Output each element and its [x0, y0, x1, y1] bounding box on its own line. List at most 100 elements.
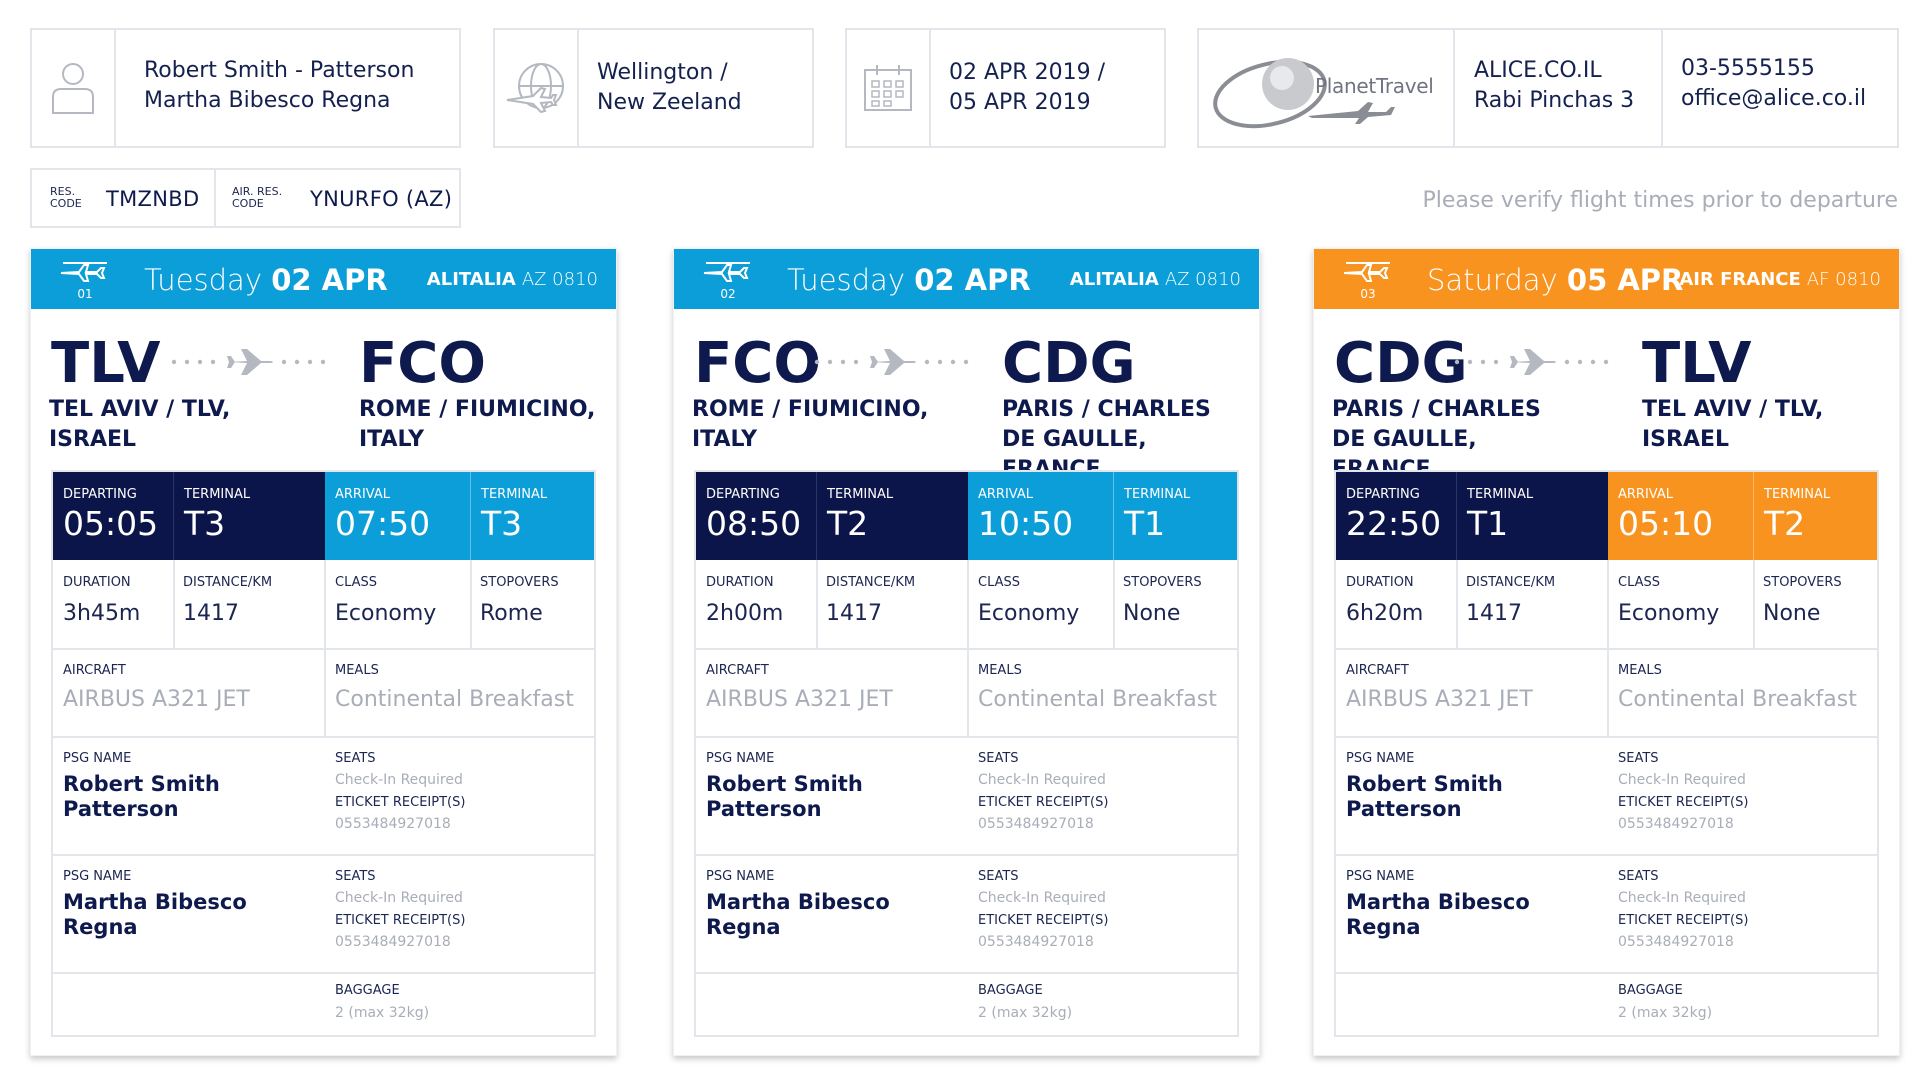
meals-cell: MEALS Continental Breakfast	[968, 648, 1237, 736]
flight-details-grid: DEPARTING 05:05 TERMINAL T3 ARRIVAL 07:5…	[51, 470, 596, 1037]
psg-name-label: PSG NAME	[63, 751, 132, 766]
passenger-1-first: Robert Smith	[706, 772, 863, 796]
agency-email: office@alice.co.il	[1681, 86, 1867, 111]
distance-label: DISTANCE/KM	[826, 575, 916, 590]
seats-label: SEATS	[335, 869, 376, 884]
meals-cell: MEALS Continental Breakfast	[1608, 648, 1877, 736]
duration-label: DURATION	[63, 575, 131, 590]
arrival-label: ARRIVAL	[335, 487, 390, 502]
passenger-2-name: Martha Bibesco Regna	[1346, 890, 1530, 940]
aircraft-cell: AIRCRAFT AIRBUS A321 JET	[696, 648, 968, 736]
passenger-2-seats-cell: SEATS Check-In Required ETICKET RECEIPT(…	[325, 854, 594, 972]
passenger-2-name: Martha Bibesco Regna	[706, 890, 890, 940]
class-label: CLASS	[978, 575, 1021, 590]
arr-terminal: T1	[1124, 504, 1166, 543]
arrival-time: 07:50	[335, 504, 431, 543]
airline: ALITALIA AZ 0810	[1070, 269, 1241, 291]
eticket-label: ETICKET RECEIPT(S)	[978, 795, 1109, 810]
duration-value: 2h00m	[706, 601, 784, 626]
seats-label: SEATS	[978, 751, 1019, 766]
passenger-2-last: Regna	[706, 915, 781, 939]
arr-terminal: T2	[1764, 504, 1806, 543]
flight-card-1: 01 Tuesday 02 APR ALITALIA AZ 0810 TLV FC…	[30, 248, 617, 1056]
baggage-label: BAGGAGE	[1618, 983, 1683, 998]
route-plane-icon	[1454, 347, 1609, 377]
passenger-2-cell: PSG NAME Martha Bibesco Regna	[53, 854, 325, 972]
passenger-1-ticket: 0553484927018	[978, 816, 1094, 832]
plane-icon	[698, 259, 758, 285]
stopovers-cell: STOPOVERS Rome	[470, 560, 594, 648]
day: 02 APR	[271, 263, 388, 297]
arrival-label: ARRIVAL	[1618, 487, 1673, 502]
stopovers-cell: STOPOVERS None	[1113, 560, 1237, 648]
passenger-1-first: Robert Smith	[63, 772, 220, 796]
passenger-2-last: Regna	[1346, 915, 1421, 939]
passenger-2-ticket: 0553484927018	[978, 934, 1094, 950]
passenger-1-last: Patterson	[706, 797, 822, 821]
dates-box: 02 APR 2019 / 05 APR 2019	[845, 28, 1166, 148]
psg-name-label: PSG NAME	[706, 869, 775, 884]
origin-code: TLV	[51, 331, 161, 396]
passenger-1-seats: Check-In Required	[335, 772, 463, 788]
psg-name-label: PSG NAME	[706, 751, 775, 766]
eticket-label: ETICKET RECEIPT(S)	[335, 795, 466, 810]
logo-text: PlanetTravel	[1315, 74, 1434, 98]
passenger-1-cell: PSG NAME Robert Smith Patterson	[53, 736, 325, 854]
passenger-2-ticket: 0553484927018	[335, 934, 451, 950]
baggage-label: BAGGAGE	[978, 983, 1043, 998]
passenger-2-name: Martha Bibesco Regna	[63, 890, 247, 940]
class-cell: CLASS Economy	[325, 560, 470, 648]
aircraft-cell: AIRCRAFT AIRBUS A321 JET	[1336, 648, 1608, 736]
dep-terminal: T2	[827, 504, 869, 543]
verify-note: Please verify flight times prior to depa…	[1422, 188, 1898, 213]
aircraft-cell: AIRCRAFT AIRBUS A321 JET	[53, 648, 325, 736]
dep-terminal: T1	[1467, 504, 1509, 543]
stopovers-cell: STOPOVERS None	[1753, 560, 1877, 648]
departing-label: DEPARTING	[706, 487, 780, 502]
origin-city: PARIS / CHARLES DE GAULLE, FRANCE	[1332, 395, 1582, 485]
res-code-label-2: CODE	[50, 197, 82, 210]
route-plane-icon	[171, 347, 326, 377]
seats-label: SEATS	[978, 869, 1019, 884]
airline: AIR FRANCE AF 0810	[1679, 269, 1881, 291]
plane-icon	[1338, 259, 1398, 285]
dep-terminal-cell: TERMINAL T2	[816, 472, 968, 560]
passenger-2-first: Martha Bibesco	[1346, 890, 1530, 914]
terminal-label: TERMINAL	[1467, 487, 1534, 502]
departing-time: 22:50	[1346, 504, 1442, 543]
segment-number: 01	[77, 287, 93, 301]
air-res-label-1: AIR. RES.	[232, 185, 283, 198]
segment-number: 02	[720, 287, 736, 301]
flight-date: Tuesday 02 APR	[787, 263, 1031, 297]
dates-line-2: 05 APR 2019	[949, 90, 1091, 115]
psg-name-label: PSG NAME	[63, 869, 132, 884]
passengers-box: Robert Smith - Patterson Martha Bibesco …	[30, 28, 461, 148]
stopovers-value: None	[1763, 601, 1821, 626]
destination-city-line-2: ITALY	[359, 427, 425, 452]
arr-terminal-cell: TERMINAL T3	[470, 472, 594, 560]
flight-number: AF 0810	[1806, 269, 1881, 290]
flight-details-grid: DEPARTING 22:50 TERMINAL T1 ARRIVAL 05:1…	[1334, 470, 1879, 1037]
duration-cell: DURATION 2h00m	[696, 560, 816, 648]
origin-code: CDG	[1334, 331, 1468, 396]
origin-code: FCO	[694, 331, 821, 396]
passenger-1-seats-cell: SEATS Check-In Required ETICKET RECEIPT(…	[968, 736, 1237, 854]
passenger-1-ticket: 0553484927018	[335, 816, 451, 832]
flight-header: 01 Tuesday 02 APR ALITALIA AZ 0810	[31, 249, 616, 309]
meals-value: Continental Breakfast	[978, 687, 1217, 712]
aircraft-value: AIRBUS A321 JET	[63, 687, 250, 712]
duration-label: DURATION	[706, 575, 774, 590]
distance-value: 1417	[183, 601, 239, 626]
passenger-1-seats: Check-In Required	[978, 772, 1106, 788]
destination-code: TLV	[1642, 331, 1752, 396]
baggage-value: 2 (max 32kg)	[978, 1005, 1073, 1021]
stopovers-value: Rome	[480, 601, 543, 626]
departing-cell: DEPARTING 22:50	[1336, 472, 1456, 560]
arr-terminal: T3	[481, 504, 523, 543]
passenger-1-name: Robert Smith Patterson	[1346, 772, 1503, 822]
arr-terminal-cell: TERMINAL T1	[1113, 472, 1237, 560]
passenger-2-first: Martha Bibesco	[63, 890, 247, 914]
distance-label: DISTANCE/KM	[1466, 575, 1556, 590]
duration-cell: DURATION 6h20m	[1336, 560, 1456, 648]
origin-city-line-1: PARIS / CHARLES	[1332, 397, 1541, 422]
